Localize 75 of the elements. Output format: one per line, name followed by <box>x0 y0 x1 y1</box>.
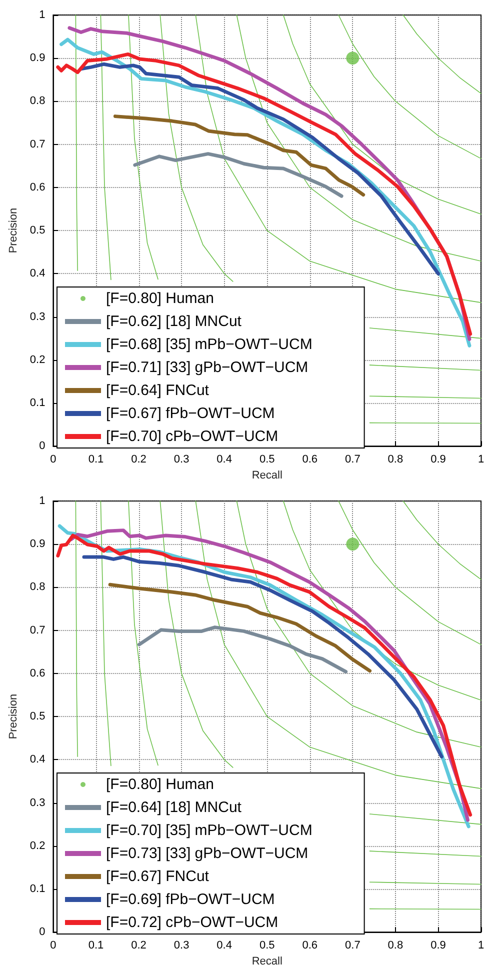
y-tick-label: 0.3 <box>30 310 46 323</box>
line-series <box>79 62 440 276</box>
x-tick-label: 0 <box>50 454 56 466</box>
x-tick-label: 0.5 <box>259 940 275 952</box>
y-tick-label: 0.1 <box>30 396 46 409</box>
line-series <box>133 152 344 198</box>
x-tick-label: 0.7 <box>345 454 360 466</box>
x-tick-label: 0.4 <box>216 454 232 466</box>
legend-label: [F=0.64] FNCut <box>106 382 210 399</box>
line-series <box>236 500 482 748</box>
x-tick-label: 0.1 <box>88 454 104 466</box>
legend-label: [F=0.71] [33] gPb−OWT−UCM <box>106 359 308 376</box>
x-tick-label: 1 <box>478 454 484 466</box>
x-tick-label: 0.6 <box>302 940 318 952</box>
x-tick-label: 0.9 <box>430 940 446 952</box>
y-tick-label: 1 <box>39 9 46 21</box>
y-tick-label: 0.4 <box>30 754 46 766</box>
line-series <box>137 626 348 674</box>
x-tick-label: 0.6 <box>302 454 318 466</box>
legend-label: [F=0.72] cPb−OWT−UCM <box>106 914 278 931</box>
x-tick-label: 0.9 <box>430 454 446 466</box>
y-tick-label: 0.1 <box>30 882 46 895</box>
y-tick-label: 0.6 <box>30 181 46 194</box>
y-axis-title: Precision <box>8 208 20 254</box>
y-tick-label: 0.7 <box>30 624 46 636</box>
legend-label: [F=0.69] fPb−OWT−UCM <box>106 891 275 908</box>
x-tick-label: 0.7 <box>345 940 360 952</box>
line-series <box>402 500 482 580</box>
legend-label: [F=0.73] [33] gPb−OWT−UCM <box>106 845 308 862</box>
line-series <box>338 14 482 159</box>
x-tick-label: 0.1 <box>88 940 104 952</box>
y-tick-label: 0.5 <box>30 224 46 237</box>
line-series <box>402 14 482 94</box>
y-tick-label: 0.7 <box>30 138 46 150</box>
y-tick-label: 0 <box>39 440 46 452</box>
x-tick-label: 1 <box>478 940 484 952</box>
y-tick-label: 0.4 <box>30 268 46 280</box>
x-tick-label: 0.5 <box>259 454 275 466</box>
x-tick-label: 0 <box>50 940 56 952</box>
x-axis-title: Recall <box>252 956 282 968</box>
y-tick-label: 0.2 <box>30 354 46 366</box>
legend-label: [F=0.80] Human <box>106 776 214 793</box>
y-tick-label: 0.5 <box>30 710 46 723</box>
y-tick-label: 0.8 <box>30 581 46 594</box>
line-series <box>282 14 482 215</box>
legend-label: [F=0.80] Human <box>106 290 214 307</box>
line-series <box>108 582 372 673</box>
x-tick-label: 0.2 <box>131 940 146 952</box>
legend-label: [F=0.62] [18] MNCut <box>106 313 242 330</box>
line-series <box>82 555 444 758</box>
y-tick-label: 0 <box>39 926 46 938</box>
y-tick-label: 0.3 <box>30 796 46 809</box>
y-tick-label: 0.9 <box>30 52 46 64</box>
y-axis-title: Precision <box>8 694 20 740</box>
y-tick-label: 1 <box>39 495 46 507</box>
legend-label: [F=0.70] cPb−OWT−UCM <box>106 428 278 445</box>
x-tick-label: 0.4 <box>216 940 232 952</box>
legend-label: [F=0.67] fPb−OWT−UCM <box>106 405 275 422</box>
x-tick-label: 0.3 <box>174 454 190 466</box>
x-tick-label: 0.8 <box>388 940 404 952</box>
x-tick-label: 0.2 <box>131 454 146 466</box>
x-tick-label: 0.3 <box>174 940 190 952</box>
line-series <box>113 114 366 197</box>
y-tick-label: 0.9 <box>30 538 46 550</box>
legend-label: [F=0.70] [35] mPb−OWT−UCM <box>106 822 312 839</box>
x-axis-title: Recall <box>252 470 282 482</box>
y-tick-label: 0.6 <box>30 667 46 680</box>
line-series <box>236 14 482 262</box>
y-tick-label: 0.2 <box>30 840 46 852</box>
legend-label: [F=0.67] FNCut <box>106 868 210 885</box>
legend-label: [F=0.64] [18] MNCut <box>106 799 242 816</box>
y-tick-label: 0.8 <box>30 95 46 108</box>
legend-label: [F=0.68] [35] mPb−OWT−UCM <box>106 336 312 353</box>
x-tick-label: 0.8 <box>388 454 404 466</box>
line-series <box>338 500 482 645</box>
